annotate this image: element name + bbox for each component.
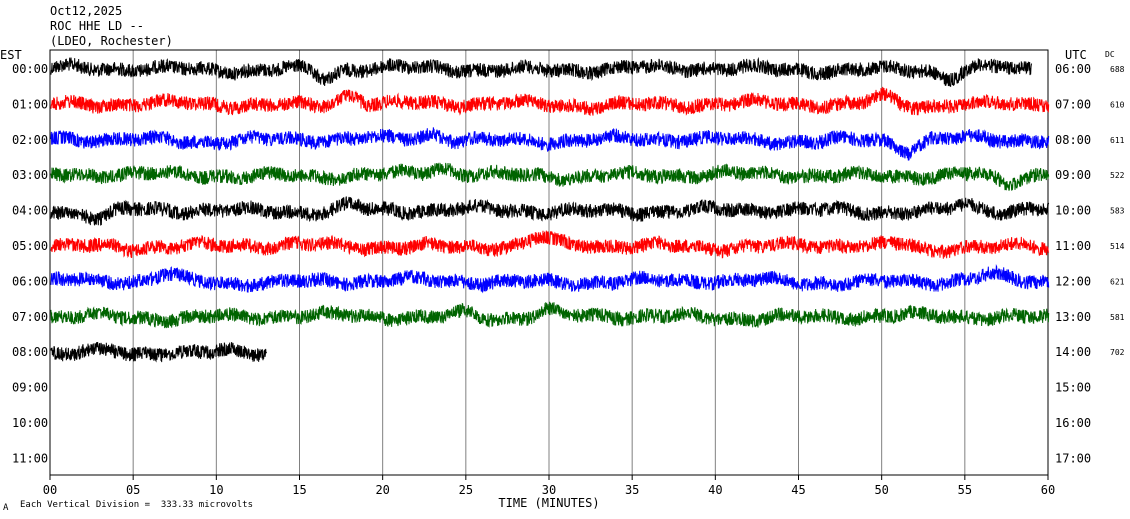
right-timezone-label: UTC — [1065, 48, 1087, 62]
left-hour-label: 01:00 — [12, 97, 48, 111]
right-hour-label: 13:00 — [1055, 310, 1091, 324]
dc-offset-label: 522 — [1110, 171, 1125, 180]
left-hour-label: 11:00 — [12, 451, 48, 465]
trace-line — [50, 230, 1050, 259]
x-tick-label: 20 — [375, 483, 389, 497]
right-hour-label: 09:00 — [1055, 168, 1091, 182]
left-hour-label: 08:00 — [12, 345, 48, 359]
left-hour-label: 03:00 — [12, 168, 48, 182]
scale-note: Each Vertical Division = 333.33 microvol… — [20, 500, 253, 510]
left-hour-label: 04:00 — [12, 204, 48, 218]
right-hour-label: 08:00 — [1055, 133, 1091, 147]
x-tick-label: 40 — [708, 483, 722, 497]
dc-offset-label: 610 — [1110, 100, 1125, 109]
right-hour-label: 16:00 — [1055, 416, 1091, 430]
trace-line — [50, 301, 1050, 329]
x-tick-label: 55 — [958, 483, 972, 497]
right-hour-label: 15:00 — [1055, 381, 1091, 395]
left-hour-label: 02:00 — [12, 133, 48, 147]
right-hour-label: 17:00 — [1055, 451, 1091, 465]
right-hour-label: 11:00 — [1055, 239, 1091, 253]
left-hour-label: 07:00 — [12, 310, 48, 324]
x-tick-label: 10 — [209, 483, 223, 497]
left-hour-label: 06:00 — [12, 274, 48, 288]
dc-offset-label: 583 — [1110, 207, 1125, 216]
x-axis-title: TIME (MINUTES) — [498, 496, 599, 510]
dc-offset-label: 688 — [1110, 65, 1125, 74]
left-timezone-label: EST — [0, 48, 22, 62]
x-tick-label: 45 — [791, 483, 805, 497]
trace-line — [50, 56, 1033, 87]
x-tick-label: 35 — [625, 483, 639, 497]
footer-mark: A — [3, 503, 9, 513]
left-hour-label: 00:00 — [12, 62, 48, 76]
left-hour-label: 09:00 — [12, 381, 48, 395]
dc-offset-label: 581 — [1110, 313, 1125, 322]
trace-line — [50, 162, 1050, 191]
dc-offset-label: 611 — [1110, 136, 1125, 145]
right-hour-label: 06:00 — [1055, 62, 1091, 76]
trace-line — [50, 127, 1050, 161]
network-label: (LDEO, Rochester) — [50, 34, 173, 48]
right-hour-label: 12:00 — [1055, 274, 1091, 288]
x-tick-label: 60 — [1041, 483, 1055, 497]
right-hour-label: 07:00 — [1055, 97, 1091, 111]
date-label: Oct12,2025 — [50, 4, 123, 18]
station-label: ROC HHE LD -- — [50, 19, 144, 33]
x-tick-label: 50 — [874, 483, 888, 497]
x-tick-label: 15 — [292, 483, 306, 497]
trace-line — [50, 341, 268, 363]
x-tick-label: 30 — [542, 483, 556, 497]
x-tick-label: 05 — [126, 483, 140, 497]
x-tick-label: 25 — [459, 483, 473, 497]
right-hour-label: 14:00 — [1055, 345, 1091, 359]
right-hour-label: 10:00 — [1055, 204, 1091, 218]
left-hour-label: 10:00 — [12, 416, 48, 430]
x-tick-label: 00 — [43, 483, 57, 497]
dc-offset-label: 621 — [1110, 277, 1125, 286]
dc-offset-label: 514 — [1110, 242, 1125, 251]
trace-line — [50, 196, 1050, 226]
dc-offset-label: 702 — [1110, 348, 1125, 357]
dc-header-label: DC — [1105, 50, 1115, 59]
left-hour-label: 05:00 — [12, 239, 48, 253]
trace-line — [50, 86, 1050, 117]
trace-line — [50, 264, 1050, 294]
